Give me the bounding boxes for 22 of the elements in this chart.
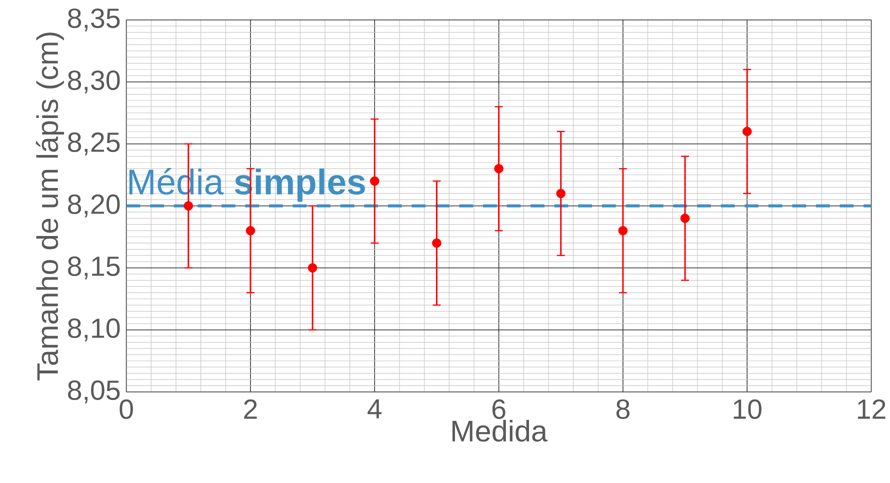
point — [556, 188, 566, 198]
point — [680, 213, 690, 223]
point — [432, 238, 442, 248]
y-tick-label: 8,10 — [68, 318, 120, 342]
y-tick-label: 8,30 — [68, 70, 120, 94]
x-tick-label: 2 — [244, 399, 257, 419]
point — [742, 126, 752, 136]
x-tick-label: 6 — [492, 399, 506, 419]
x-tick-label: 10 — [734, 399, 762, 419]
point — [184, 201, 194, 210]
y-tick-label: 8,15 — [68, 256, 120, 280]
y-tick-label: 8,20 — [68, 194, 120, 218]
x-tick-label: 4 — [368, 399, 382, 418]
y-axis-title: Tamanho de um lápis (cm) — [36, 32, 64, 380]
y-tick-label: 8,35 — [68, 8, 120, 32]
x-tick-label: 12 — [858, 399, 886, 419]
x-axis-title: Medida — [452, 420, 548, 442]
y-tick-label: 8,25 — [68, 132, 120, 156]
point — [370, 176, 380, 186]
y-tick-label: 8,05 — [68, 380, 120, 404]
x-tick-label: 8 — [616, 399, 630, 419]
x-tick-label: 0 — [120, 399, 133, 419]
